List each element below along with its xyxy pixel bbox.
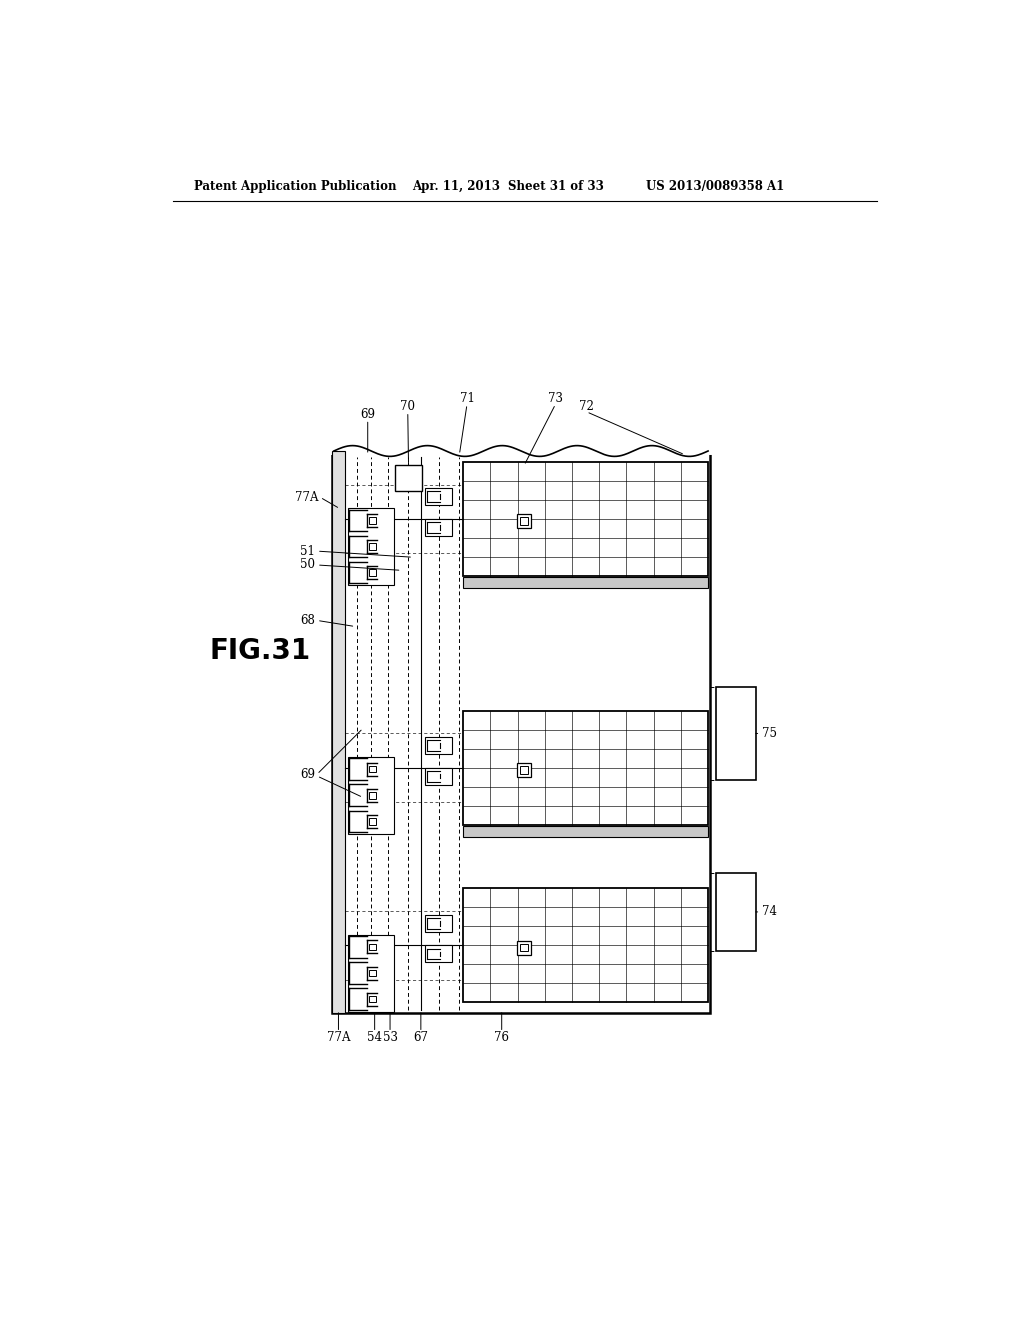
Bar [520, 766, 527, 774]
Bar [369, 997, 376, 1002]
Bar [425, 768, 452, 784]
Bar [520, 517, 527, 525]
Bar [369, 970, 376, 977]
Text: 67: 67 [414, 1031, 428, 1044]
Bar [425, 945, 452, 962]
Bar [369, 766, 376, 772]
Bar [463, 826, 708, 837]
Text: US 2013/0089358 A1: US 2013/0089358 A1 [646, 181, 784, 194]
Bar [369, 517, 376, 524]
Text: 77A: 77A [295, 491, 318, 504]
Text: 75: 75 [762, 727, 777, 741]
Text: 76: 76 [495, 1031, 509, 1044]
Text: 69: 69 [360, 408, 375, 421]
Text: Sheet 31 of 33: Sheet 31 of 33 [508, 181, 604, 194]
Bar [369, 944, 376, 950]
Bar [369, 818, 376, 825]
Bar [369, 792, 376, 799]
Text: 74: 74 [762, 906, 777, 919]
Bar [333, 451, 345, 1014]
Bar [517, 513, 530, 528]
Text: 50: 50 [300, 558, 315, 572]
Text: 70: 70 [400, 400, 416, 413]
Bar [520, 944, 527, 952]
Text: 51: 51 [300, 545, 315, 557]
Bar [348, 508, 394, 585]
Bar [369, 569, 376, 576]
Text: 68: 68 [300, 614, 315, 627]
Text: 69: 69 [300, 768, 315, 781]
Text: Patent Application Publication: Patent Application Publication [194, 181, 396, 194]
Bar [425, 915, 452, 932]
Text: 72: 72 [579, 400, 594, 413]
Bar [333, 451, 710, 1014]
Bar [517, 763, 530, 776]
Text: 77A: 77A [327, 1031, 350, 1044]
Bar [463, 577, 708, 589]
Text: FIG.31: FIG.31 [209, 638, 310, 665]
Bar [716, 873, 756, 952]
Bar [463, 888, 708, 1002]
Bar [395, 465, 422, 491]
Text: 73: 73 [548, 392, 563, 405]
Text: 54: 54 [368, 1031, 382, 1044]
Bar [425, 737, 452, 754]
Text: 53: 53 [383, 1031, 397, 1044]
Bar [369, 544, 376, 549]
Bar [716, 688, 756, 780]
Text: Apr. 11, 2013: Apr. 11, 2013 [412, 181, 500, 194]
Bar [425, 488, 452, 506]
Bar [425, 519, 452, 536]
Text: 71: 71 [460, 392, 474, 405]
Bar [348, 756, 394, 834]
Bar [517, 941, 530, 954]
Bar [463, 462, 708, 576]
Bar [348, 935, 394, 1011]
Bar [463, 710, 708, 825]
